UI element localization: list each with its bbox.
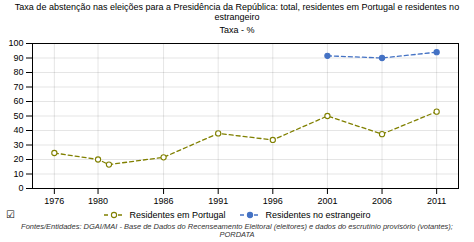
html-text:Residentes em Portugal: Residentes em Portugal [129, 209, 226, 220]
svg-text:60: 60 [13, 96, 23, 106]
html-text:Residentes no estrangeiro: Residentes no estrangeiro [265, 209, 371, 220]
svg-text:2006: 2006 [372, 196, 392, 206]
html-text:Taxa de abstenção nas eleições: Taxa de abstenção nas eleições para a Pr… [14, 2, 460, 23]
svg-text:20: 20 [13, 154, 23, 164]
svg-text:0: 0 [18, 183, 23, 193]
svg-text:2011: 2011 [427, 196, 446, 206]
svg-text:70: 70 [13, 82, 23, 92]
svg-text:1986: 1986 [154, 196, 174, 206]
svg-text:1980: 1980 [88, 196, 108, 206]
svg-text:100: 100 [8, 38, 23, 48]
svg-text:10: 10 [13, 169, 23, 179]
svg-text:50: 50 [13, 111, 23, 121]
svg-text:80: 80 [13, 67, 23, 77]
svg-text:90: 90 [13, 53, 23, 63]
svg-text:1996: 1996 [263, 196, 283, 206]
svg-text:30: 30 [13, 140, 23, 150]
svg-text:1991: 1991 [208, 196, 228, 206]
svg-text:2001: 2001 [317, 196, 337, 206]
svg-text:40: 40 [13, 125, 23, 135]
svg-text:1976: 1976 [44, 196, 64, 206]
html-text:Taxa - %: Taxa - % [219, 24, 255, 35]
html-text:Fontes/Entidades: DGAI/MAI - B: Fontes/Entidades: DGAI/MAI - Base de Dad… [21, 221, 453, 240]
